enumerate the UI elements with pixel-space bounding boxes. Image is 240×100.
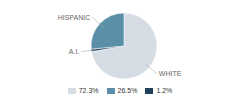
svg-text:WHITE: WHITE — [159, 70, 182, 77]
html-text:1.2%: 1.2% — [156, 87, 173, 94]
html-text:72.3%: 72.3% — [78, 87, 99, 94]
svg-text:A.I.: A.I. — [69, 48, 80, 55]
html-text:26.5%: 26.5% — [117, 87, 138, 94]
svg-text:HISPANIC: HISPANIC — [58, 14, 91, 21]
